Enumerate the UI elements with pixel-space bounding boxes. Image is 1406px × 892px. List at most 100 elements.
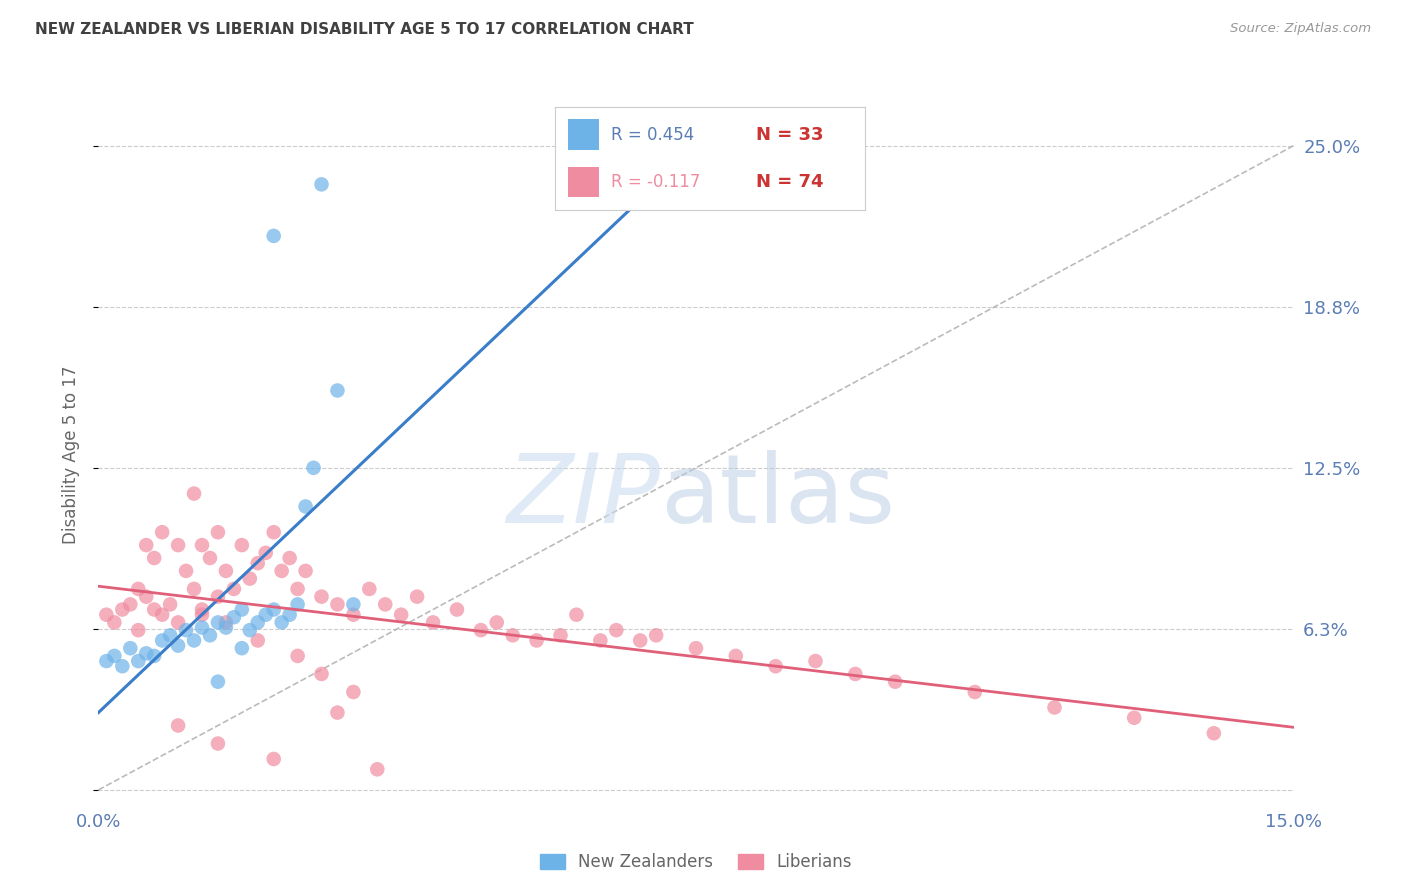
Point	[239, 623, 262, 637]
Point	[263, 602, 285, 616]
Text: N = 74: N = 74	[756, 173, 824, 191]
Point	[446, 602, 468, 616]
Point	[844, 667, 866, 681]
Point	[374, 598, 396, 612]
Point	[143, 602, 166, 616]
Point	[215, 564, 238, 578]
Point	[159, 598, 181, 612]
Point	[342, 607, 364, 622]
FancyBboxPatch shape	[568, 167, 599, 197]
Point	[222, 610, 245, 624]
Point	[270, 564, 292, 578]
Point	[605, 623, 627, 637]
Text: NEW ZEALANDER VS LIBERIAN DISABILITY AGE 5 TO 17 CORRELATION CHART: NEW ZEALANDER VS LIBERIAN DISABILITY AGE…	[35, 22, 695, 37]
Point	[207, 615, 229, 630]
Point	[287, 582, 309, 596]
Point	[150, 525, 173, 540]
Point	[167, 639, 190, 653]
Point	[804, 654, 827, 668]
Point	[174, 623, 197, 637]
Point	[231, 602, 253, 616]
Point	[207, 737, 229, 751]
Point	[294, 564, 316, 578]
Point	[326, 598, 349, 612]
Point	[198, 551, 221, 566]
Point	[246, 633, 269, 648]
Point	[167, 718, 190, 732]
Point	[143, 551, 166, 566]
Legend: New Zealanders, Liberians: New Zealanders, Liberians	[533, 847, 859, 878]
Point	[565, 607, 588, 622]
Point	[135, 590, 157, 604]
Point	[111, 659, 134, 673]
Point	[550, 628, 572, 642]
Point	[222, 582, 245, 596]
Y-axis label: Disability Age 5 to 17: Disability Age 5 to 17	[62, 366, 80, 544]
Point	[526, 633, 548, 648]
Text: atlas: atlas	[661, 450, 896, 543]
Point	[96, 654, 118, 668]
Point	[359, 582, 381, 596]
Point	[270, 615, 292, 630]
Point	[207, 590, 229, 604]
Point	[120, 598, 142, 612]
Point	[239, 572, 262, 586]
Point	[287, 598, 309, 612]
Point	[231, 641, 253, 656]
Point	[406, 590, 429, 604]
Point	[263, 525, 285, 540]
Point	[263, 228, 285, 243]
Point	[502, 628, 524, 642]
Point	[127, 623, 149, 637]
Point	[150, 607, 173, 622]
FancyBboxPatch shape	[568, 120, 599, 150]
Text: R = 0.454: R = 0.454	[612, 126, 695, 144]
Point	[254, 607, 277, 622]
Point	[422, 615, 444, 630]
Point	[645, 628, 668, 642]
Point	[159, 628, 181, 642]
Point	[724, 648, 747, 663]
Point	[103, 648, 125, 663]
Point	[1202, 726, 1225, 740]
Point	[287, 648, 309, 663]
Text: N = 33: N = 33	[756, 126, 824, 144]
Point	[263, 752, 285, 766]
Point	[302, 460, 325, 475]
Point	[207, 525, 229, 540]
Point	[1043, 700, 1066, 714]
Point	[278, 607, 301, 622]
Point	[342, 685, 364, 699]
Point	[389, 607, 412, 622]
Point	[485, 615, 508, 630]
Point	[278, 551, 301, 566]
Point	[207, 674, 229, 689]
Point	[191, 602, 214, 616]
Point	[183, 633, 205, 648]
Point	[167, 615, 190, 630]
Point	[311, 178, 333, 192]
Point	[174, 564, 197, 578]
Point	[1123, 711, 1146, 725]
Point	[470, 623, 492, 637]
Point	[294, 500, 316, 514]
Point	[191, 607, 214, 622]
Point	[765, 659, 787, 673]
Point	[215, 621, 238, 635]
Point	[326, 384, 349, 398]
Point	[311, 667, 333, 681]
Point	[628, 633, 651, 648]
Point	[96, 607, 118, 622]
Point	[127, 582, 149, 596]
Text: ZIP: ZIP	[506, 450, 661, 543]
Point	[311, 590, 333, 604]
Point	[215, 615, 238, 630]
Point	[191, 538, 214, 552]
Point	[685, 641, 707, 656]
Text: R = -0.117: R = -0.117	[612, 173, 700, 191]
Point	[183, 582, 205, 596]
Point	[246, 615, 269, 630]
Point	[366, 762, 388, 776]
Point	[183, 486, 205, 500]
Text: Source: ZipAtlas.com: Source: ZipAtlas.com	[1230, 22, 1371, 36]
